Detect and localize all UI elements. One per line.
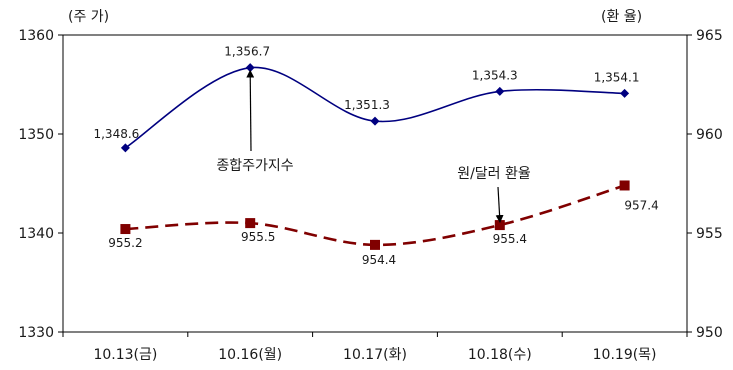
x-category-label: 10.19(목) (593, 347, 657, 363)
right-tick-label: 960 (696, 127, 723, 143)
annotation-arrow (246, 69, 255, 152)
annotation-label: 종합주가지수 (216, 158, 293, 174)
left-axis-unit-label: (주 가) (68, 9, 109, 25)
series-1-data-label: 1,348.6 (93, 127, 139, 141)
plot-area-frame (62, 34, 688, 333)
series-1-point-marker (120, 143, 130, 153)
series-2-point-marker (245, 218, 256, 229)
series-line-2 (125, 184, 625, 247)
series-2-point-marker (120, 224, 131, 235)
series-2-data-label: 955.2 (108, 236, 142, 250)
series-2-point-marker (619, 180, 630, 191)
x-axis-category-labels: 10.13(금) 10.16(월) 10.17(화) 10.18(수) 10.19(목) (62, 332, 688, 363)
x-category-label: 10.18(수) (468, 347, 532, 363)
series-1-point-marker (620, 88, 630, 98)
series-2-data-label: 954.4 (362, 253, 396, 267)
left-tick-label: 1350 (18, 127, 54, 143)
series-layer: 1,348.6 1,356.7 1,351.3 1,354.3 1,354.1 955.2… (93, 45, 658, 267)
left-axis-ticks: 1330 1340 1350 1360 (18, 28, 63, 341)
x-category-label: 10.16(월) (218, 347, 282, 363)
x-category-label: 10.13(금) (93, 347, 157, 363)
x-category-label: 10.17(화) (343, 347, 407, 363)
series-1-data-label: 1,354.3 (472, 68, 518, 82)
series-1-data-label: 1,354.1 (594, 70, 640, 84)
annotation-arrow (495, 186, 504, 224)
series-2-data-label: 955.4 (493, 232, 527, 246)
right-axis-ticks: 950 955 960 965 (687, 28, 723, 341)
series-1-point-marker (245, 63, 255, 73)
right-tick-label: 955 (696, 226, 723, 242)
right-tick-label: 965 (696, 28, 723, 44)
series-2-data-label: 955.5 (241, 230, 275, 244)
annotation-label: 원/달러 환율 (457, 166, 531, 182)
series-2-data-label: 957.4 (624, 198, 658, 212)
series-1-data-label: 1,351.3 (344, 98, 390, 112)
left-tick-label: 1360 (18, 28, 54, 44)
series-1-data-label: 1,356.7 (224, 45, 270, 59)
series-2-point-marker (370, 239, 380, 250)
series-1-point-marker (495, 86, 505, 96)
left-tick-label: 1340 (18, 226, 54, 242)
right-tick-label: 950 (696, 325, 723, 341)
series-2-point-marker (494, 220, 505, 231)
left-tick-label: 1330 (18, 325, 54, 341)
right-axis-unit-label: (환 율) (601, 9, 642, 25)
series-1-point-marker (370, 116, 380, 126)
